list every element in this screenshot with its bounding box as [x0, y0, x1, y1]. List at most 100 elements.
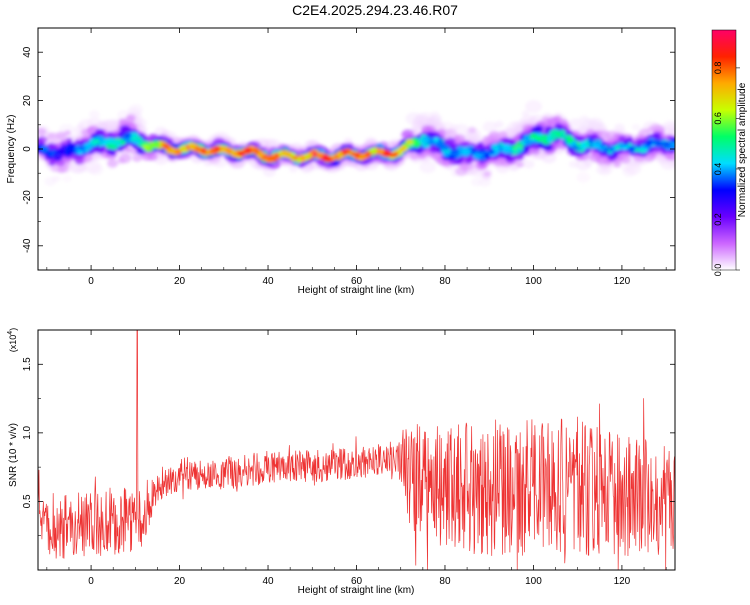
spectrogram-panel: 0 20 40 60 80 100 120 -40 -20 0 20 40 Height of str… [6, 27, 676, 296]
spectrogram-blob [106, 131, 115, 138]
spectrogram-blob [641, 143, 648, 148]
spectrogram-y-tick-label: 0 [22, 146, 33, 152]
spectrogram-blob [118, 153, 132, 164]
spectrogram-blob [266, 155, 274, 162]
spectrogram-blob [483, 171, 491, 177]
spectrogram-blob [539, 137, 545, 142]
spectrogram-blob [359, 153, 367, 160]
spectrogram-blob [433, 137, 440, 142]
snr-x-tick-label: 40 [262, 576, 274, 587]
spectrogram-blob [252, 147, 258, 152]
spectrogram-blob [422, 136, 431, 143]
spectrogram-blob [129, 137, 135, 142]
spectrogram-x-tick-label: 80 [439, 276, 451, 287]
spectrogram-blob [465, 156, 474, 163]
spectrogram-blob [179, 145, 188, 152]
spectrogram-blob [77, 123, 86, 130]
spectrogram-blob [646, 140, 653, 146]
spectrogram-y-tick-label: 20 [22, 95, 33, 107]
colorbar-tick-label: 0.2 [713, 213, 723, 226]
spectrogram-blob [613, 161, 622, 168]
spectrogram-blob [162, 143, 170, 150]
spectrogram-blob [559, 130, 566, 136]
spectrogram-blob [583, 158, 594, 167]
colorbar-tick-label: 0.4 [713, 163, 723, 176]
spectrogram-blob [46, 132, 60, 143]
spectrogram-blob [478, 177, 491, 187]
spectrogram-blob [355, 153, 361, 158]
spectrogram-blob [505, 155, 515, 163]
spectrogram-blob [44, 176, 56, 186]
spectrogram-blob [57, 167, 65, 174]
spectrogram-blob [561, 134, 567, 139]
spectrogram-blob [138, 133, 145, 138]
snr-series-line [38, 330, 675, 570]
spectrogram-blob [62, 175, 72, 183]
spectrogram-blob [200, 147, 208, 154]
spectrogram-blob [568, 160, 579, 168]
snr-x-tick-label: 60 [351, 576, 363, 587]
spectrogram-x-tick-label: 40 [262, 276, 274, 287]
spectrogram-blob [595, 166, 607, 175]
colorbar-gradient [711, 29, 737, 271]
colorbar-tick-label: 0.6 [713, 112, 723, 125]
spectrogram-blob [421, 125, 433, 134]
spectrogram-blob [401, 130, 412, 139]
spectrogram-blob [369, 147, 377, 154]
spectrogram-blob [553, 115, 562, 122]
spectrogram-blob [84, 160, 102, 174]
spectrogram-blob [419, 160, 437, 174]
spectrogram-blob [472, 152, 482, 160]
spectrogram-blob [393, 152, 399, 157]
spectrogram-blob [66, 144, 75, 152]
spectrogram-blob [544, 126, 553, 133]
spectrogram-blob [66, 138, 73, 143]
spectrogram-blob [76, 149, 84, 155]
snr-x-tick-label: 100 [525, 576, 542, 587]
snr-panel: 0 20 40 60 80 100 120 0.5 1.0 1.5 Height of strai… [7, 328, 676, 596]
spectrogram-x-tick-label: 20 [174, 276, 186, 287]
spectrogram-blob [382, 150, 391, 157]
spectrogram-blob [288, 165, 298, 173]
spectrogram-blob [522, 159, 535, 169]
spectrogram-blob [167, 147, 177, 155]
spectrogram-y-tick-label: -40 [22, 238, 33, 253]
snr-y-multiplier-close: ) [8, 328, 18, 331]
spectrogram-blob [115, 141, 123, 147]
spectrogram-blob [188, 144, 195, 149]
spectrogram-blob [428, 140, 436, 146]
spectrogram-blob [48, 160, 56, 166]
spectrogram-blob [38, 127, 47, 136]
spectrogram-blob [631, 123, 641, 131]
snr-y-tick-label: 0.5 [22, 494, 33, 508]
spectrogram-blob [638, 128, 651, 138]
spectrogram-blob [628, 146, 636, 152]
spectrogram-blob [523, 134, 531, 141]
snr-y-multiplier-exp: 4 [7, 331, 14, 335]
spectrogram-blob [608, 146, 615, 151]
spectrogram-blob [614, 123, 625, 132]
spectrogram-blob [336, 152, 344, 158]
spectrogram-blob [530, 133, 538, 139]
spectrogram-blob [55, 149, 61, 154]
spectrogram-blob [541, 151, 557, 164]
snr-y-multiplier: (x104) [7, 328, 18, 352]
spectrogram-blob [502, 143, 512, 151]
spectrogram-blob [64, 130, 72, 136]
spectrogram-blob [38, 137, 43, 143]
spectrogram-blob [120, 136, 126, 141]
colorbar-tick-label: 0.8 [713, 62, 723, 75]
spectrogram-blob [482, 121, 498, 133]
spectrogram-blob [566, 137, 574, 144]
spectrogram-blob [343, 137, 353, 145]
spectrogram-ticks: 0 20 40 60 80 100 120 -40 -20 0 20 40 [22, 27, 675, 287]
spectrogram-blob [521, 110, 530, 117]
spectrogram-blob [70, 161, 87, 174]
spectrogram-y-tick-label: 40 [22, 46, 33, 58]
spectrogram-blob [626, 136, 634, 142]
spectrogram-blob [618, 154, 632, 164]
spectrogram-blob [325, 156, 333, 162]
spectrogram-blob [154, 126, 168, 137]
spectrogram-blob [142, 137, 150, 142]
spectrogram-blob [69, 149, 75, 154]
